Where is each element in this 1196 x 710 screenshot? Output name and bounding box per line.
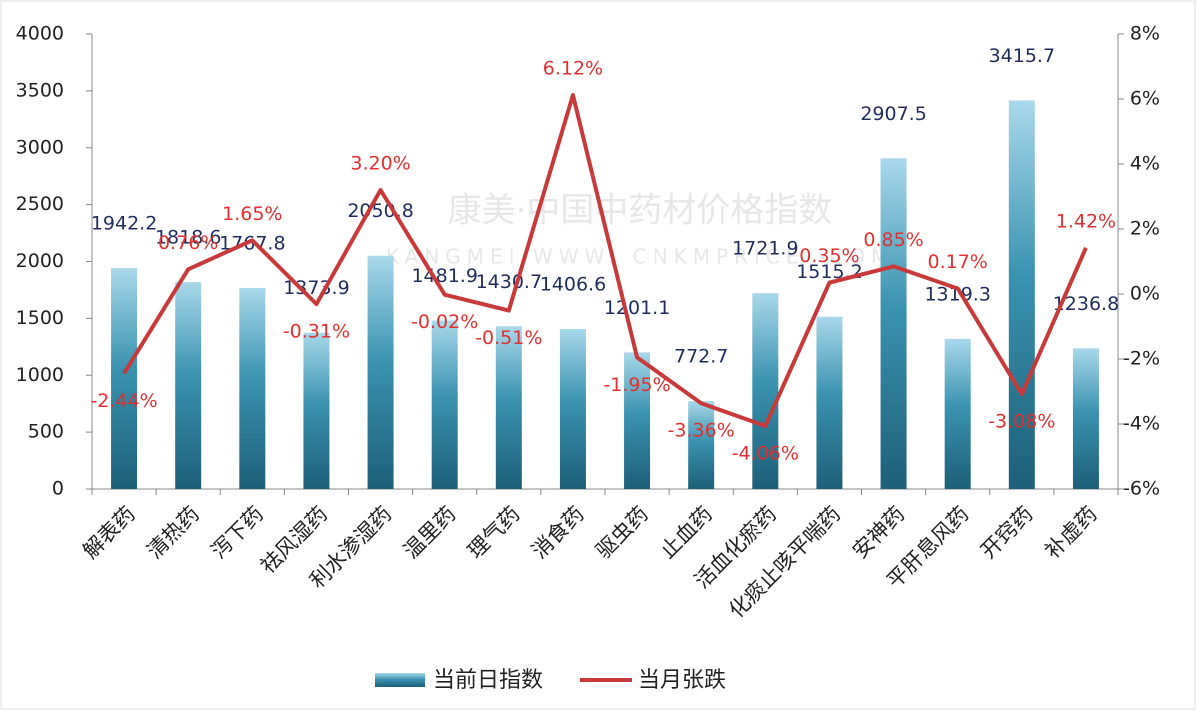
bar bbox=[816, 316, 843, 489]
y2-tick-label: -6% bbox=[1123, 478, 1160, 500]
bar-label: 3415.7 bbox=[989, 45, 1055, 67]
bar bbox=[1008, 100, 1035, 490]
bar-label: 1481.9 bbox=[411, 265, 477, 287]
bar-label: 1373.9 bbox=[283, 277, 349, 299]
line-label: 0.17% bbox=[928, 251, 988, 273]
bar-label: 1818.6 bbox=[155, 227, 221, 249]
bar bbox=[559, 328, 586, 489]
bar bbox=[880, 158, 907, 489]
x-tick-label: 泻下药 bbox=[207, 502, 269, 564]
bar-label: 1236.8 bbox=[1053, 293, 1119, 315]
bar bbox=[367, 255, 394, 489]
bar-label: 1201.1 bbox=[604, 297, 670, 319]
y2-tick-label: 4% bbox=[1130, 153, 1160, 175]
bar bbox=[303, 332, 330, 489]
legend-swatch bbox=[375, 673, 425, 687]
bar bbox=[495, 326, 522, 489]
bar bbox=[624, 352, 651, 489]
y2-tick-label: 8% bbox=[1130, 23, 1160, 45]
line-label: 0.85% bbox=[863, 229, 923, 251]
x-tick-label: 理气药 bbox=[463, 502, 525, 564]
line-label: -3.36% bbox=[668, 420, 735, 442]
y-tick-label: 2500 bbox=[16, 193, 64, 215]
line-label: 0.35% bbox=[799, 245, 859, 267]
x-tick-label: 驱虫药 bbox=[591, 502, 653, 564]
line-label: -0.51% bbox=[475, 327, 542, 349]
line-label: -0.02% bbox=[411, 311, 478, 333]
x-tick-label: 开窍药 bbox=[976, 502, 1038, 564]
y-tick-label: 500 bbox=[28, 421, 64, 443]
bar-label: 1721.9 bbox=[732, 238, 798, 260]
y-tick-label: 3500 bbox=[16, 79, 64, 101]
line-label: -4.06% bbox=[732, 442, 799, 464]
line-label: 1.65% bbox=[222, 203, 282, 225]
line bbox=[122, 93, 1088, 428]
y-tick-label: 0 bbox=[52, 478, 64, 500]
line-label: 6.12% bbox=[543, 58, 603, 80]
line-label: 0.76% bbox=[158, 232, 218, 254]
y-tick-label: 1500 bbox=[16, 307, 64, 329]
watermark: KANGMEI WWW. CNKMPRICE. COM bbox=[386, 245, 894, 269]
y2-tick-label: -2% bbox=[1123, 348, 1160, 370]
bar bbox=[688, 401, 715, 489]
x-tick-label: 补虚药 bbox=[1040, 502, 1102, 564]
bar bbox=[239, 287, 266, 489]
x-tick-label: 消食药 bbox=[527, 502, 589, 564]
bar-label: 772.7 bbox=[674, 346, 728, 368]
y-tick-label: 4000 bbox=[16, 23, 64, 45]
y2-tick-label: 0% bbox=[1130, 283, 1160, 305]
line-label: -3.08% bbox=[988, 411, 1055, 433]
bar bbox=[752, 293, 779, 489]
bar bbox=[111, 268, 138, 489]
x-tick-label: 止血药 bbox=[655, 502, 717, 564]
line-label: 3.20% bbox=[350, 153, 410, 175]
x-tick-label: 清热药 bbox=[142, 502, 204, 564]
bar bbox=[1072, 348, 1099, 489]
watermark: 康美·中国中药材价格指数 bbox=[448, 191, 833, 231]
y-tick-label: 1000 bbox=[16, 364, 64, 386]
bar-label: 2050.8 bbox=[347, 200, 413, 222]
bar-label: 1319.3 bbox=[924, 283, 990, 305]
line-label: 1.42% bbox=[1056, 210, 1116, 232]
bar-label: 1406.6 bbox=[540, 273, 606, 295]
y2-tick-label: 2% bbox=[1130, 218, 1160, 240]
line-label: -0.31% bbox=[283, 321, 350, 343]
x-tick-label: 解表药 bbox=[78, 502, 140, 564]
bar bbox=[431, 320, 458, 489]
y2-tick-label: -4% bbox=[1123, 413, 1160, 435]
bar-label: 1430.7 bbox=[476, 271, 542, 293]
bar-label: 2907.5 bbox=[860, 103, 926, 125]
y2-tick-label: 6% bbox=[1130, 88, 1160, 110]
bar bbox=[175, 282, 202, 489]
y-tick-label: 3000 bbox=[16, 136, 64, 158]
line-label: -1.95% bbox=[603, 374, 670, 396]
bar bbox=[944, 338, 971, 489]
line-label: -2.44% bbox=[90, 390, 157, 412]
y-tick-label: 2000 bbox=[16, 250, 64, 272]
x-tick-label: 温里药 bbox=[399, 502, 461, 564]
x-tick-label: 安神药 bbox=[848, 502, 910, 564]
bar-label: 1942.2 bbox=[91, 213, 157, 235]
legend-label: 当月张跌 bbox=[638, 668, 726, 693]
legend-label: 当前日指数 bbox=[433, 668, 543, 693]
x-tick-label: 化痰止咳平喘药 bbox=[724, 502, 845, 623]
